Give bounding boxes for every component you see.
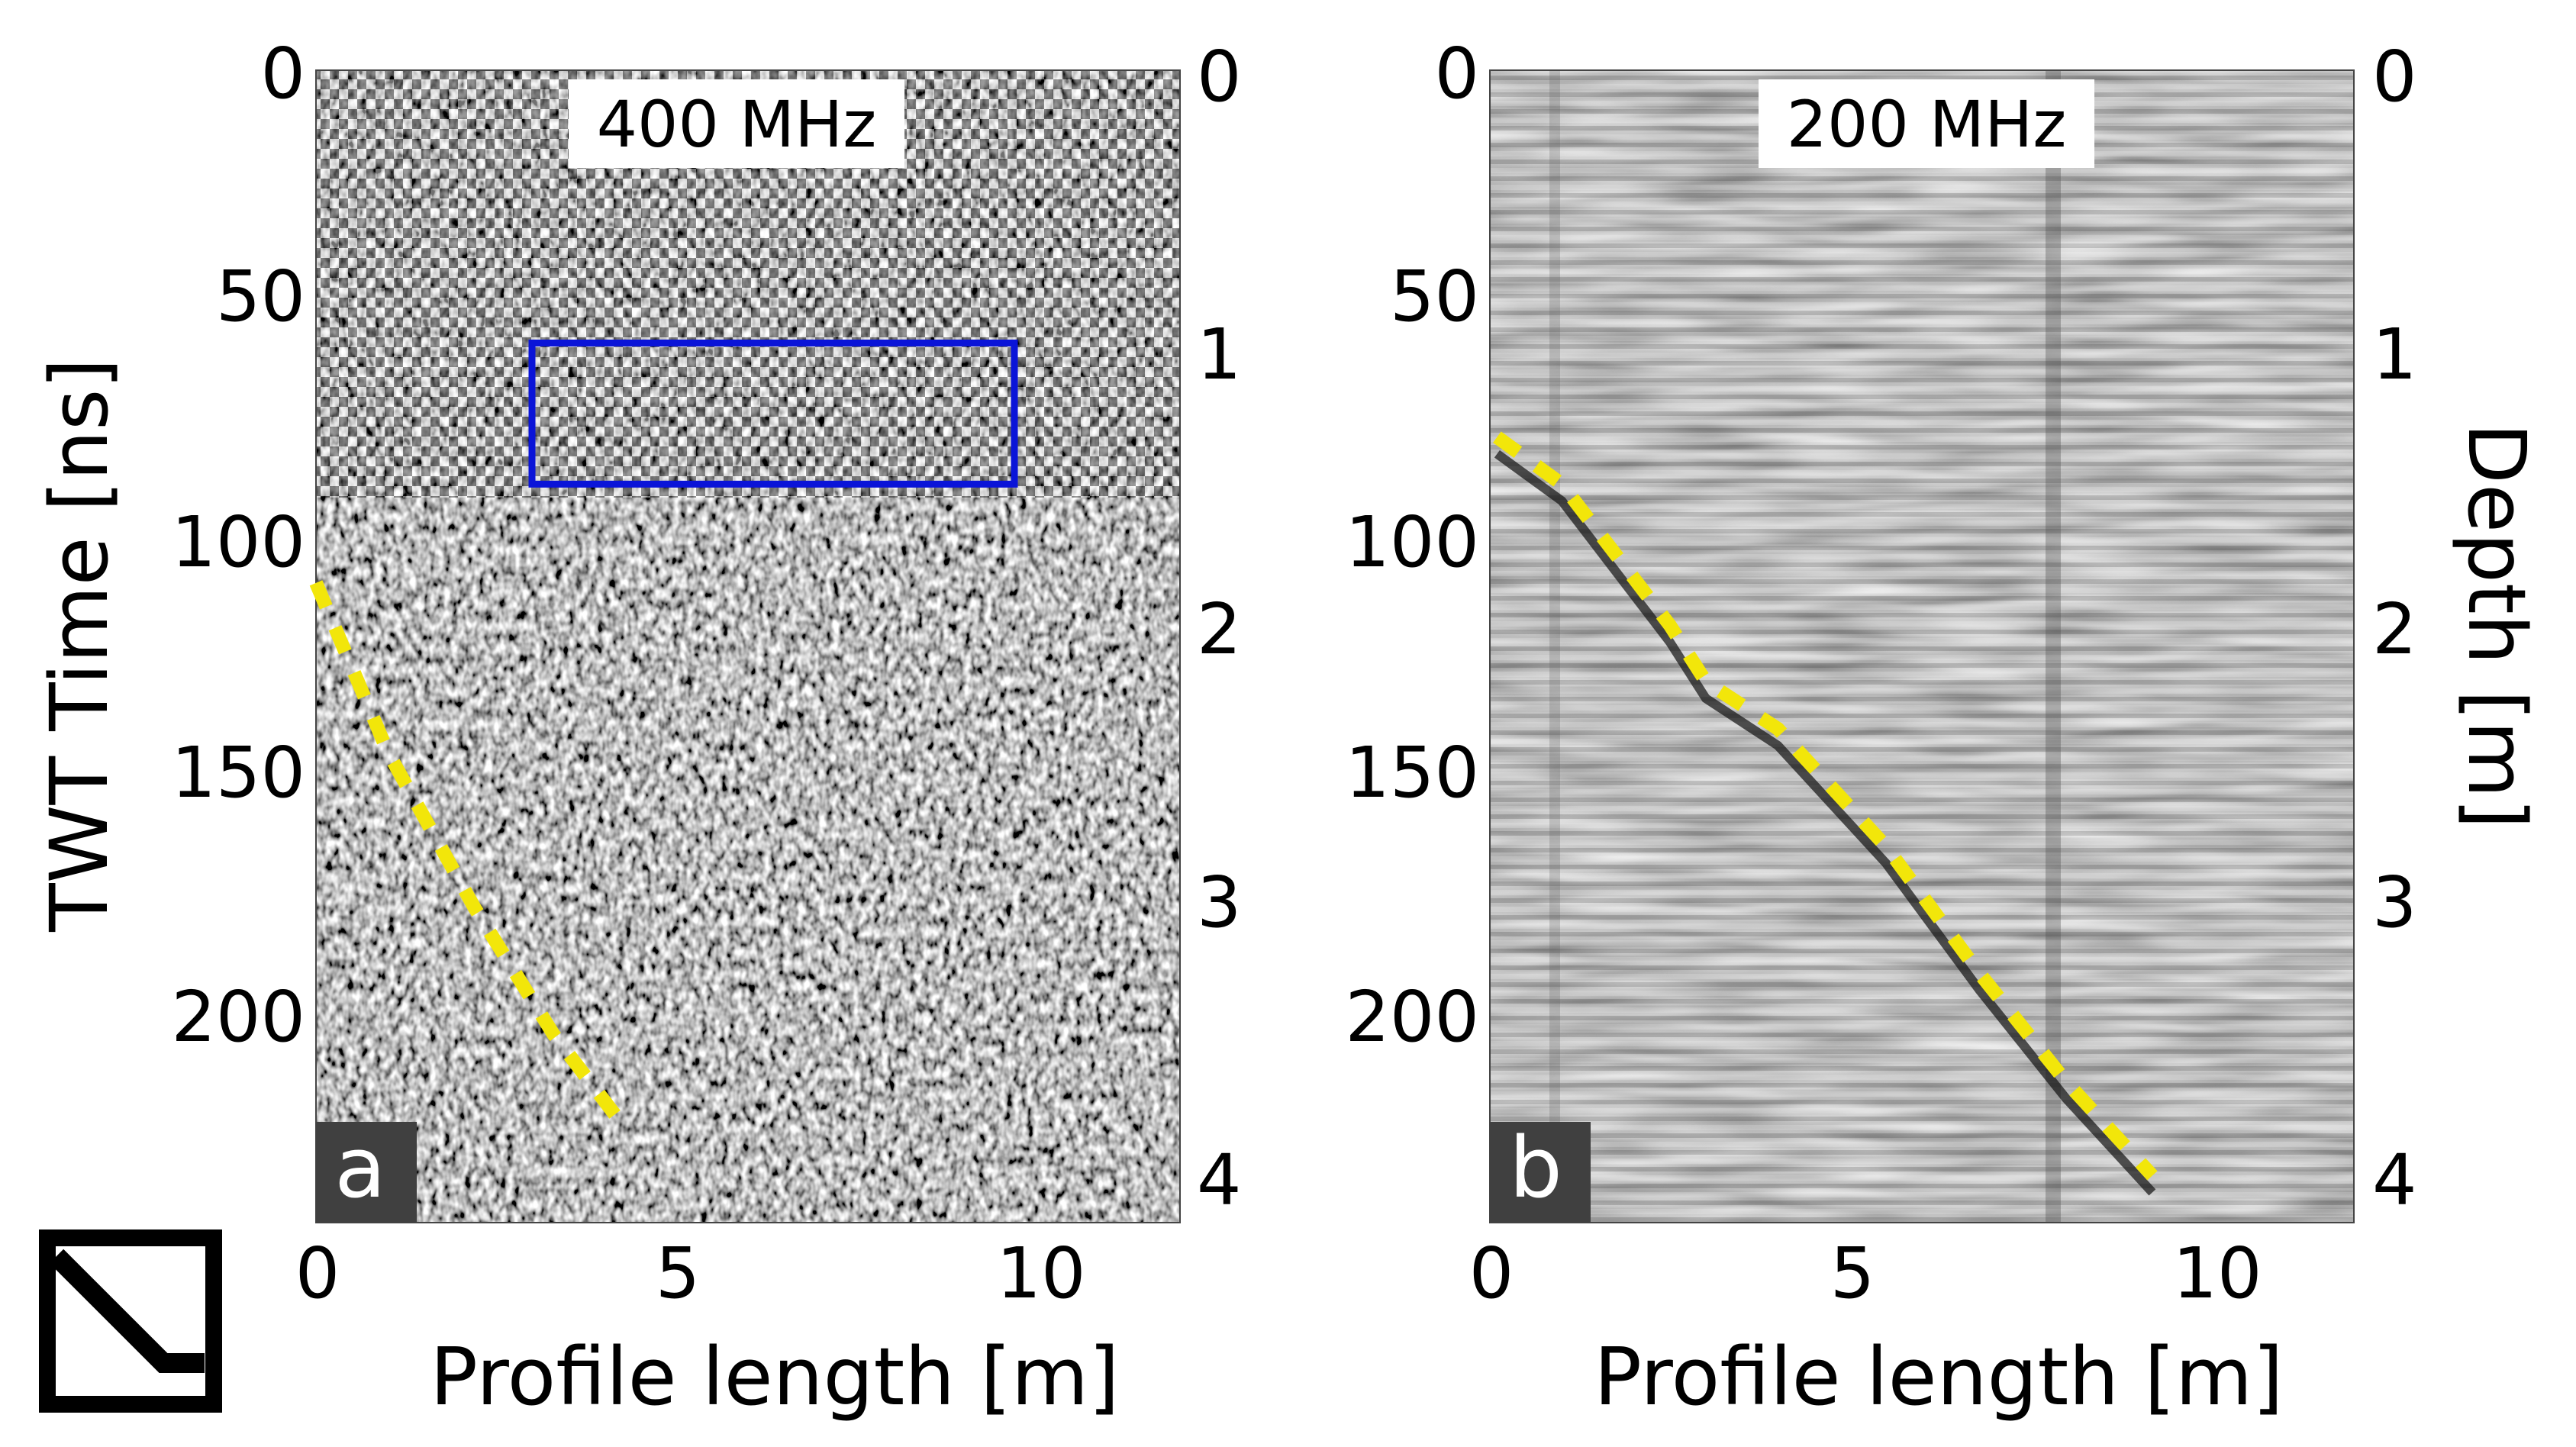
frequency-label-b: 200 MHz	[1787, 87, 2067, 162]
y-axis-ticks-a: 0 50 100 150 200	[171, 33, 305, 1058]
x-tick-label: 10	[2172, 1233, 2262, 1314]
y-tick-label: 200	[1345, 976, 1479, 1058]
reflector-trace-b	[1493, 431, 2158, 1181]
x-tick-label: 10	[996, 1233, 1085, 1314]
x-axis-ticks-b: 0 5 10	[1469, 1233, 2262, 1314]
y-tick-label: 0	[1434, 33, 1479, 114]
y-tick-label: 150	[1345, 732, 1479, 814]
reflector-trace-a	[309, 580, 631, 1133]
y-axis-label: TWT Time [ns]	[33, 358, 126, 933]
y-tick-label: 100	[171, 501, 305, 583]
frequency-label-box-a	[569, 79, 904, 168]
frequency-label-box-b	[1759, 79, 2094, 168]
y-tick-label: 50	[216, 256, 305, 337]
panel-label-a: a	[334, 1119, 385, 1217]
radargram-a-frame	[315, 69, 1181, 1223]
frequency-label-a: 400 MHz	[597, 87, 877, 162]
depth-tick-label: 1	[1197, 314, 1242, 395]
depth-tick-label: 3	[1197, 862, 1242, 943]
y-tick-label: 200	[171, 976, 305, 1058]
logo-icon	[39, 1229, 222, 1413]
depth-tick-label: 2	[2372, 588, 2417, 670]
depth-tick-label: 0	[1197, 36, 1242, 118]
radargram-b-column-2	[2046, 70, 2061, 1223]
x-axis-ticks-a: 0 5 10	[295, 1233, 1086, 1314]
y-tick-label: 150	[171, 732, 305, 814]
panel-b-200mhz: 200 MHz b 0 50 100 150 200 0 1 2 3 4 0 5…	[1345, 33, 2543, 1423]
depth-axis-label: Depth [m]	[2450, 423, 2543, 829]
panel-a-400mhz: 400 MHz a 0 50 100 150 200 0 1 2 3 4 0 5…	[33, 33, 1242, 1423]
depth-tick-label: 3	[2372, 862, 2417, 943]
radargram-b-frame	[1489, 69, 2355, 1223]
depth-tick-label: 4	[2372, 1139, 2417, 1221]
x-tick-label: 0	[295, 1233, 340, 1314]
y-tick-label: 100	[1345, 501, 1479, 583]
y-tick-label: 50	[1390, 256, 1479, 337]
depth-tick-label: 1	[2372, 314, 2417, 395]
reflector-echo-b	[1494, 450, 2156, 1196]
panel-label-b: b	[1509, 1119, 1562, 1217]
x-tick-label: 0	[1469, 1233, 1514, 1314]
depth-tick-label: 0	[2372, 36, 2417, 118]
depth-axis-ticks-b: 0 1 2 3 4	[2372, 36, 2417, 1221]
depth-tick-label: 4	[1197, 1139, 1242, 1221]
radargram-b-bands	[1490, 70, 2354, 1223]
panel-label-box-a	[316, 1122, 417, 1223]
panel-label-box-b	[1490, 1122, 1591, 1223]
x-tick-label: 5	[656, 1233, 701, 1314]
depth-axis-ticks-a: 0 1 2 3 4	[1197, 36, 1242, 1221]
x-tick-label: 5	[1830, 1233, 1875, 1314]
y-axis-ticks-b: 0 50 100 150 200	[1345, 33, 1479, 1058]
radargram-b-column-1	[1549, 70, 1560, 1223]
x-axis-label-b: Profile length [m]	[1594, 1330, 2283, 1423]
y-tick-label: 0	[260, 33, 305, 114]
highlight-box	[528, 339, 1018, 488]
depth-tick-label: 2	[1197, 588, 1242, 670]
x-axis-label-a: Profile length [m]	[430, 1330, 1119, 1423]
